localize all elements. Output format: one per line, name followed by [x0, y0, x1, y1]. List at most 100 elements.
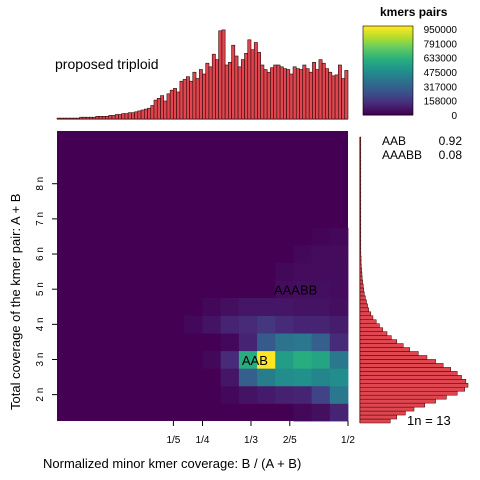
heatmap-cell [329, 262, 349, 281]
right-histogram-bar [359, 152, 362, 158]
top-histogram-bar [234, 55, 239, 120]
legend-swatch [363, 110, 413, 114]
heatmap-cell [311, 297, 331, 316]
ploidy-estimates: AAB 0.92 AAABB 0.08 [382, 134, 462, 162]
heatmap-cell [275, 385, 294, 404]
right-histogram-bar [359, 287, 365, 293]
y-tick-label: 2 n [35, 388, 46, 402]
top-histogram-bar [208, 66, 213, 120]
legend-swatch [363, 26, 413, 29]
legend-label: 791000 [424, 39, 458, 50]
top-histogram-bar [95, 116, 100, 120]
right-histogram-bar [359, 180, 362, 185]
top-histogram-bar [92, 116, 97, 120]
heatmap-cell [329, 368, 349, 387]
right-histogram-bar [359, 220, 362, 225]
top-histogram-bar [156, 98, 161, 120]
heatmap-cell [220, 297, 240, 316]
y-tick-label: 5 n [35, 282, 46, 296]
right-histogram-bar [359, 343, 404, 348]
estimate-label: AAABB [382, 148, 422, 162]
top-histogram-bar [76, 117, 80, 120]
top-histogram-bar [257, 52, 262, 120]
legend-swatch [363, 48, 413, 51]
right-histogram-bar [359, 275, 363, 281]
top-histogram-bar [124, 113, 129, 120]
legend-swatch [363, 50, 413, 54]
right-histogram-bar [359, 323, 380, 328]
heatmap-cell [293, 245, 313, 264]
heatmap-cell [293, 350, 313, 369]
legend-swatch [363, 99, 413, 103]
top-histogram-bar [328, 71, 333, 120]
right-histogram-bar [359, 192, 362, 197]
top-histogram-bar [312, 61, 316, 120]
top-histogram-bar [211, 53, 216, 120]
top-histogram-bar [334, 74, 339, 120]
heatmap-cell [293, 297, 313, 316]
legend-swatch [363, 72, 413, 76]
legend-swatch [363, 94, 413, 98]
heatmap-cell [238, 297, 258, 316]
heatmap-cell [257, 385, 276, 404]
heatmap-cell [311, 262, 331, 281]
heatmap-cell [293, 368, 313, 387]
legend-labels: 950000 791000 633000 475000 317000 158000 0 [424, 25, 458, 122]
right-histogram-bar [359, 359, 436, 364]
legend-swatch [363, 108, 413, 112]
top-histogram-bar [121, 113, 126, 120]
top-histogram-bar [56, 117, 61, 120]
right-histogram-bar [359, 271, 363, 277]
heatmap-cell [329, 245, 349, 264]
heatmap-cell [257, 368, 276, 387]
heatmap-cell [311, 385, 331, 404]
top-histogram-bar [263, 69, 268, 120]
heatmap-cell [293, 262, 313, 281]
top-histogram-bar [250, 49, 255, 120]
heatmap-cell [202, 315, 222, 334]
right-histogram-bar [359, 176, 362, 181]
heatmap-cell [238, 315, 258, 334]
top-histogram-bar [295, 68, 300, 120]
heatmap-cell [275, 280, 294, 299]
top-histogram-bar [237, 66, 242, 120]
top-histogram-bar [205, 62, 210, 120]
right-histogram-bar [359, 196, 362, 201]
heatmap [57, 131, 349, 422]
top-histogram-bar [283, 68, 287, 120]
right-histogram-bar [359, 236, 362, 241]
top-histogram-bar [160, 95, 164, 120]
right-histogram-bar [359, 383, 469, 388]
right-histogram-bar [359, 347, 410, 352]
top-histogram-bar [153, 99, 158, 120]
right-histogram-bar [359, 295, 366, 301]
right-histogram-bar [359, 263, 362, 269]
y-tick-label: 4 n [35, 317, 46, 331]
right-histogram-bar [359, 375, 462, 380]
legend-label: 633000 [424, 54, 458, 65]
right-histogram-bar [359, 379, 467, 384]
legend-label: 0 [451, 111, 457, 122]
right-histogram-bar [359, 224, 362, 229]
proposed-ploidy-label: proposed triploid [55, 56, 159, 72]
right-histogram-bar [359, 398, 436, 404]
legend-swatch [363, 46, 413, 49]
right-histogram-bar [359, 200, 362, 205]
heatmap-cell [275, 262, 294, 281]
y-tick-label: 7 n [35, 212, 46, 226]
top-histogram-bar [89, 116, 93, 120]
top-histogram-bar [218, 30, 223, 120]
heatmap-cell [220, 385, 240, 404]
top-histogram-bar [305, 68, 310, 120]
top-histogram-bar [127, 112, 132, 120]
right-histogram-bar [359, 148, 362, 154]
heatmap-cell [329, 315, 349, 334]
heatmap-cell [329, 227, 349, 246]
y-axis: 2 n 3 n 4 n 5 n 6 n 7 n 8 n [35, 177, 57, 402]
heatmap-cell [275, 297, 294, 316]
legend-swatch [363, 57, 413, 60]
top-histogram-bar [72, 117, 77, 120]
right-histogram-bar [359, 216, 362, 221]
top-histogram-bar [286, 69, 291, 120]
right-histogram-bar [359, 208, 362, 213]
